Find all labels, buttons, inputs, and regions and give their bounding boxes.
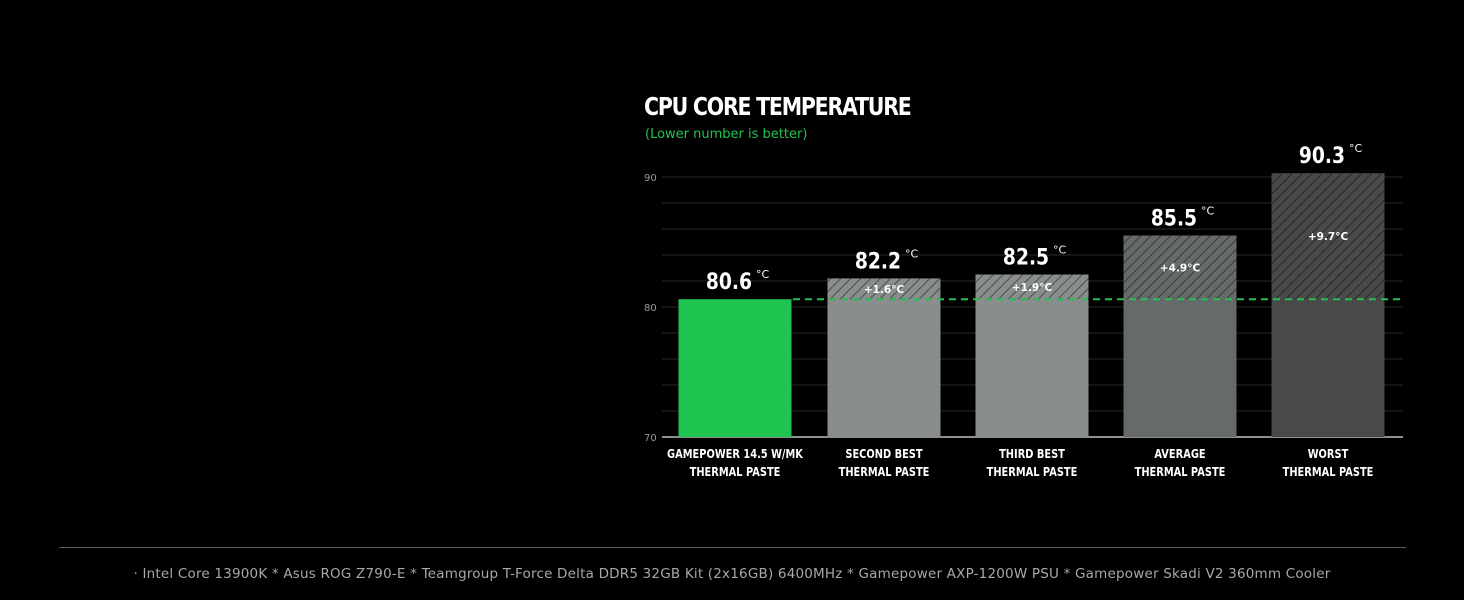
category-label: SECOND BEST [845, 447, 923, 461]
category-label: WORST [1308, 447, 1349, 461]
chart-title: CPU CORE TEMPERATURE [644, 92, 912, 121]
category-label: AVERAGE [1154, 447, 1205, 461]
difference-label: +4.9°C [1160, 262, 1201, 274]
category-label: GAMEPOWER 14.5 W/MK [667, 447, 803, 461]
difference-label: +9.7°C [1308, 231, 1349, 243]
difference-label: +1.9°C [1012, 282, 1053, 294]
category-label: THERMAL PASTE [839, 465, 930, 479]
value-label: 90.3 [1299, 143, 1345, 169]
category-label: THERMAL PASTE [1283, 465, 1374, 479]
footer-specs: · Intel Core 13900K * Asus ROG Z790-E * … [133, 566, 1331, 582]
value-label: 85.5 [1151, 205, 1197, 231]
difference-hatch [1271, 173, 1385, 300]
category-label: THERMAL PASTE [1135, 465, 1226, 479]
category-label: THERMAL PASTE [987, 465, 1078, 479]
value-unit: °C [756, 268, 770, 281]
difference-hatch [1123, 235, 1237, 300]
difference-hatch [827, 278, 941, 300]
difference-hatch [975, 274, 1089, 300]
overlays [793, 173, 1403, 301]
category-label: THIRD BEST [999, 447, 1065, 461]
chart-subtitle: (Lower number is better) [645, 127, 808, 142]
value-label: 82.2 [855, 248, 901, 274]
y-tick-label: 70 [644, 433, 657, 444]
bar-2 [827, 278, 941, 437]
y-tick-label: 80 [644, 303, 657, 314]
value-label: 80.6 [706, 269, 752, 295]
category-label: THERMAL PASTE [690, 465, 781, 479]
bar-3 [975, 274, 1089, 437]
y-tick-label: 90 [644, 173, 657, 184]
value-unit: °C [1053, 244, 1067, 257]
footer-divider [59, 547, 1406, 548]
bar-1 [678, 299, 792, 437]
difference-label: +1.6°C [864, 284, 905, 296]
value-unit: °C [1201, 205, 1215, 218]
value-unit: °C [1349, 142, 1363, 155]
value-unit: °C [905, 247, 919, 260]
labels: 90 80 70 80.6 °C GAMEPOWER 14.5 W/MK THERMAL P… [644, 142, 1373, 479]
value-label: 82.5 [1003, 244, 1049, 270]
